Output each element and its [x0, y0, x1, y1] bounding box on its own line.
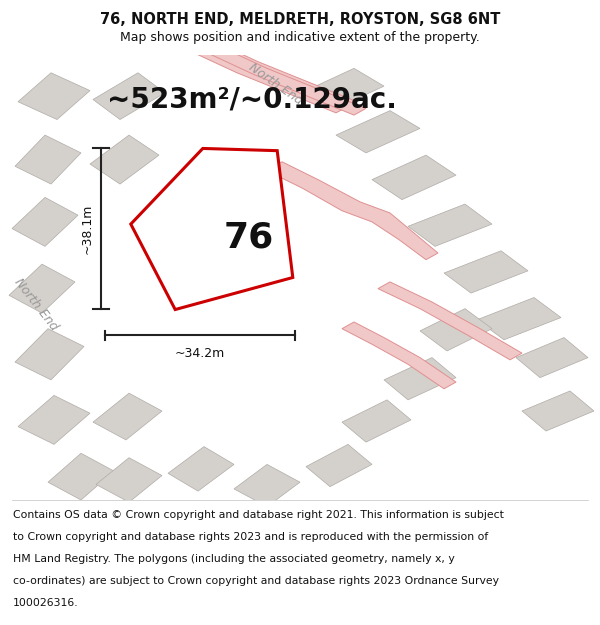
Polygon shape — [48, 453, 114, 500]
Text: 76, NORTH END, MELDRETH, ROYSTON, SG8 6NT: 76, NORTH END, MELDRETH, ROYSTON, SG8 6N… — [100, 12, 500, 27]
Text: Map shows position and indicative extent of the property.: Map shows position and indicative extent… — [120, 31, 480, 44]
Polygon shape — [444, 251, 528, 293]
Text: 76: 76 — [224, 221, 274, 254]
Polygon shape — [131, 149, 293, 309]
Polygon shape — [9, 264, 75, 313]
Polygon shape — [189, 39, 357, 113]
Polygon shape — [477, 298, 561, 340]
Polygon shape — [342, 322, 456, 389]
Text: HM Land Registry. The polygons (including the associated geometry, namely x, y: HM Land Registry. The polygons (includin… — [13, 554, 455, 564]
Polygon shape — [516, 338, 588, 377]
Polygon shape — [90, 135, 159, 184]
Text: to Crown copyright and database rights 2023 and is reproduced with the permissio: to Crown copyright and database rights 2… — [13, 532, 488, 542]
Polygon shape — [336, 111, 420, 153]
Polygon shape — [306, 444, 372, 487]
Polygon shape — [522, 391, 594, 431]
Polygon shape — [384, 357, 456, 400]
Polygon shape — [234, 464, 300, 507]
Polygon shape — [420, 309, 492, 351]
Polygon shape — [12, 198, 78, 246]
Polygon shape — [93, 72, 165, 119]
Text: North End: North End — [247, 61, 305, 107]
Polygon shape — [372, 155, 456, 199]
Text: 100026316.: 100026316. — [13, 598, 79, 608]
Text: ~38.1m: ~38.1m — [81, 203, 94, 254]
Text: ~523m²/~0.129ac.: ~523m²/~0.129ac. — [107, 86, 397, 114]
Text: ~34.2m: ~34.2m — [175, 347, 225, 359]
Polygon shape — [93, 393, 162, 440]
Polygon shape — [18, 72, 90, 119]
Text: Contains OS data © Crown copyright and database right 2021. This information is : Contains OS data © Crown copyright and d… — [13, 510, 504, 520]
Polygon shape — [378, 282, 522, 360]
Polygon shape — [408, 204, 492, 246]
Polygon shape — [96, 458, 162, 503]
Polygon shape — [18, 396, 90, 444]
Polygon shape — [306, 68, 384, 108]
Polygon shape — [267, 162, 438, 260]
Text: North End: North End — [11, 276, 61, 333]
Polygon shape — [207, 46, 366, 115]
Polygon shape — [15, 329, 84, 380]
Polygon shape — [15, 135, 81, 184]
Polygon shape — [342, 400, 411, 442]
Polygon shape — [168, 447, 234, 491]
Text: co-ordinates) are subject to Crown copyright and database rights 2023 Ordnance S: co-ordinates) are subject to Crown copyr… — [13, 576, 499, 586]
